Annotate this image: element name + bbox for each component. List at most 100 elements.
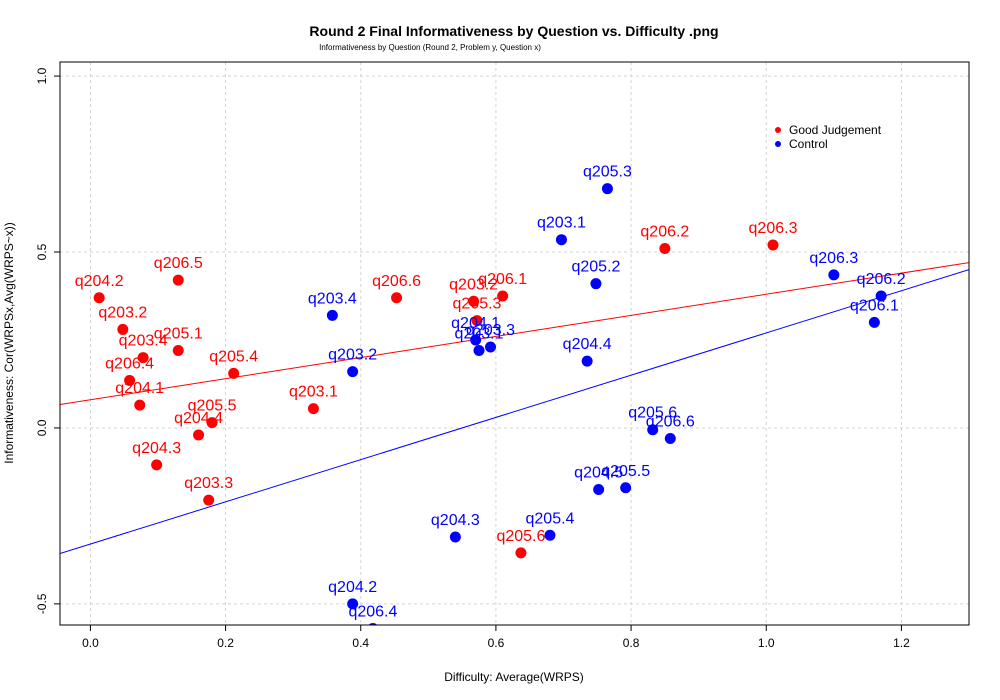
data-point [664,433,676,445]
data-point [391,292,403,304]
data-point [307,403,319,415]
point-label: q206.4 [348,604,397,621]
data-point [590,278,602,290]
point-label: q203.2 [98,304,147,321]
data-point [497,290,509,302]
point-label: q205.6 [628,405,677,422]
point-label: q204.4 [174,410,223,427]
y-axis: -0.5 0.0 0.5 1.0 [35,67,60,614]
point-label: q203.2 [449,276,498,293]
data-point [620,482,632,494]
point-label: q205.4 [526,510,575,527]
data-point [137,352,149,364]
point-label: q206.3 [749,220,798,237]
data-point [134,399,146,411]
data-point [228,367,240,379]
plot-frame [59,61,970,626]
data-point [828,269,840,281]
data-point [659,242,671,254]
data-point [470,334,482,346]
legend-marker [775,127,781,133]
data-point [473,345,485,357]
point-label: q206.2 [640,223,689,240]
y-tick-label: 0.5 [35,243,49,260]
data-point [151,459,163,471]
point-label: q204.3 [431,512,480,529]
point-label: q204.1 [115,380,164,397]
point-label: q206.5 [154,255,203,272]
point-label: q203.4 [308,290,357,307]
data-point [172,345,184,357]
point-label: q205.3 [453,296,502,313]
point-label: q206.3 [809,250,858,267]
x-tick-label: 0.6 [488,636,505,650]
point-label: q204.5 [574,465,623,482]
point-label: q206.1 [478,271,527,288]
chart-title: Round 2 Final Informativeness by Questio… [309,23,718,39]
data-point [117,323,129,335]
x-tick-label: 0.0 [82,636,99,650]
x-tick-label: 0.2 [217,636,234,650]
data-point [581,355,593,367]
point-label: q203.1 [455,326,504,343]
y-tick-label: 0.0 [35,419,49,436]
data-point [471,315,483,327]
data-point [326,309,338,321]
data-point [347,598,359,610]
point-label: q203.4 [119,333,168,350]
point-label: q205.5 [601,463,650,480]
y-axis-label: Informativeness: Cor(WRPSx,Avg(WRPS~x)) [2,222,16,464]
y-tick-label: -0.5 [35,593,49,614]
point-label: q205.3 [583,164,632,181]
point-label: q204.1 [451,315,500,332]
data-point [449,531,461,543]
point-label: q205.4 [209,348,258,365]
data-point [544,529,556,541]
legend-marker [775,141,781,147]
x-axis: 0.0 0.2 0.4 0.6 0.8 1.0 1.2 [82,625,910,650]
point-label: q206.1 [850,297,899,314]
point-label: q203.3 [466,322,515,339]
x-axis-label: Difficulty: Average(WRPS) [444,670,584,684]
point-label: q203.2 [328,347,377,364]
point-label: q204.4 [563,336,612,353]
point-label: q205.2 [571,259,620,276]
point-label: q204.3 [132,440,181,457]
x-tick-label: 0.8 [623,636,640,650]
data-point [468,295,480,307]
data-point [593,484,605,496]
fit-line [60,262,969,406]
point-label: q204.2 [328,579,377,596]
data-point [767,239,779,251]
point-label: q205.1 [154,326,203,343]
point-label: q206.6 [372,273,421,290]
legend-label: Control [789,137,828,151]
point-label: q203.3 [184,475,233,492]
point-labels: q204.2 q203.2 q203.4 q206.4 q204.1 q206.5 q205… [75,164,906,621]
point-label: q206.6 [646,414,695,431]
data-point [485,341,497,353]
point-label: q205.6 [496,528,545,545]
data-point [868,316,880,328]
data-point [515,547,527,559]
y-tick-label: 1.0 [35,67,49,84]
legend-label: Good Judgement [789,123,882,137]
data-point [124,374,136,386]
data-point [601,183,613,195]
point-label: q206.2 [857,271,906,288]
data-point [347,366,359,378]
data-point [203,494,215,506]
data-points [93,183,887,625]
data-point [93,292,105,304]
data-point [555,234,567,246]
data-point [172,274,184,286]
data-point [193,429,205,441]
fit-line [60,269,969,555]
data-point [647,424,659,436]
data-point [206,417,218,429]
x-tick-label: 0.4 [352,636,369,650]
point-label: q203.1 [537,215,586,232]
point-label: q206.4 [105,355,154,372]
